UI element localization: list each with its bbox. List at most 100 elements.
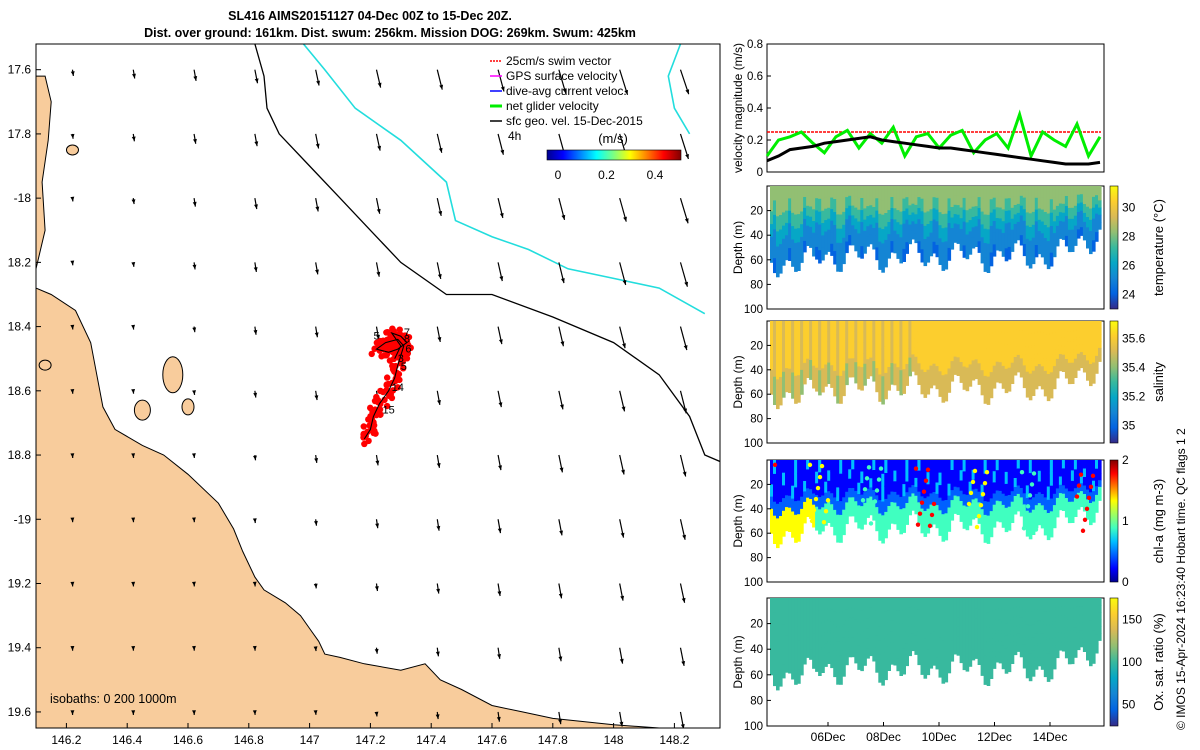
geo-velocity-arrowhead (191, 517, 196, 523)
section-cell (926, 345, 931, 358)
section-cell (1052, 233, 1057, 246)
section-cell (1040, 197, 1045, 211)
section-cell (1082, 338, 1087, 347)
geo-velocity-arrowhead (313, 710, 318, 715)
section-cell (899, 198, 903, 213)
section-cell (1095, 503, 1099, 513)
section-cell (989, 252, 994, 267)
section-cell (983, 641, 988, 657)
track-point (370, 422, 378, 429)
section-cell (863, 631, 867, 644)
section-cell (836, 655, 840, 671)
section-cell (1082, 212, 1087, 223)
section-cell (995, 640, 1000, 652)
section-cell (941, 598, 946, 613)
section-cell (1052, 645, 1057, 658)
section-cell (965, 210, 970, 223)
section-cell (1079, 328, 1084, 338)
section-cell (1010, 608, 1015, 621)
section-cell (1028, 611, 1033, 627)
section-cell (998, 480, 1003, 492)
section-cell (902, 460, 906, 473)
section-cell (956, 607, 961, 618)
section-cell (830, 209, 834, 222)
section-cell (788, 623, 792, 636)
section-cell (1076, 460, 1081, 469)
section-cell (845, 481, 849, 493)
section-cell (977, 241, 982, 253)
section-cell (992, 221, 997, 234)
section-cell (872, 619, 876, 630)
section-cell (860, 658, 864, 672)
section-cell (851, 321, 855, 331)
section-cell (1040, 355, 1045, 367)
colorbar-tick-label: 1 (1122, 514, 1129, 528)
section-cell (962, 621, 967, 635)
section-cell (1086, 350, 1090, 361)
section-cell (977, 460, 982, 472)
section-cell (905, 503, 909, 515)
section-cell (908, 348, 912, 358)
section-cell (878, 640, 882, 655)
section-cell (824, 643, 828, 656)
chl-sample-point (1027, 493, 1033, 498)
section-cell (1049, 651, 1054, 666)
geo-velocity-arrowhead (497, 528, 502, 534)
section-cell (893, 219, 897, 231)
section-cell (896, 367, 900, 380)
section-cell (944, 526, 949, 541)
section-cell (1004, 635, 1009, 649)
section-cell (872, 228, 876, 239)
section-cell (923, 225, 928, 240)
section-cell (788, 235, 792, 249)
section-cell (980, 610, 985, 625)
geo-velocity-arrowhead (500, 149, 505, 155)
depth-tick-label: 20 (750, 340, 763, 352)
section-cell (929, 598, 934, 611)
section-cell (836, 257, 840, 272)
section-cell (959, 372, 964, 383)
section-cell (1037, 492, 1042, 504)
section-cell (977, 352, 982, 364)
section-cell (845, 342, 849, 354)
section-cell (926, 186, 931, 200)
section-cell (815, 659, 819, 672)
section-cell (851, 646, 855, 658)
section-cell (899, 370, 903, 383)
section-cell (986, 243, 991, 259)
section-cell (947, 610, 952, 624)
section-cell (983, 598, 988, 613)
section-cell (833, 637, 837, 651)
section-cell (887, 222, 891, 235)
section-cell (845, 363, 849, 375)
section-cell (905, 643, 909, 655)
section-cell (800, 484, 804, 498)
section-cell (929, 220, 934, 233)
section-cell (938, 485, 943, 499)
section-cell (842, 497, 846, 511)
section-cell (905, 654, 909, 667)
section-cell (1086, 598, 1090, 609)
section-cell (983, 228, 988, 244)
section-cell (794, 626, 798, 642)
section-cell (1043, 346, 1048, 359)
section-cell (782, 611, 786, 626)
section-cell (1089, 331, 1093, 344)
section-cell (950, 196, 955, 208)
section-cell (803, 331, 807, 343)
geo-velocity-arrowhead (313, 646, 318, 652)
section-cell (932, 374, 937, 386)
section-cell (986, 656, 991, 672)
section-cell (938, 611, 943, 625)
colorbar-tick-label: 35.4 (1122, 360, 1146, 374)
section-cell (935, 516, 940, 529)
section-cell (920, 333, 925, 346)
depth-tick-label: 40 (750, 504, 763, 516)
legend-label: GPS surface velocity (506, 69, 617, 83)
section-cell (1034, 377, 1039, 390)
section-cell (833, 225, 837, 239)
section-cell (917, 230, 921, 242)
section-cell (932, 492, 937, 504)
section-cell (917, 481, 921, 493)
section-cell (1019, 647, 1024, 658)
